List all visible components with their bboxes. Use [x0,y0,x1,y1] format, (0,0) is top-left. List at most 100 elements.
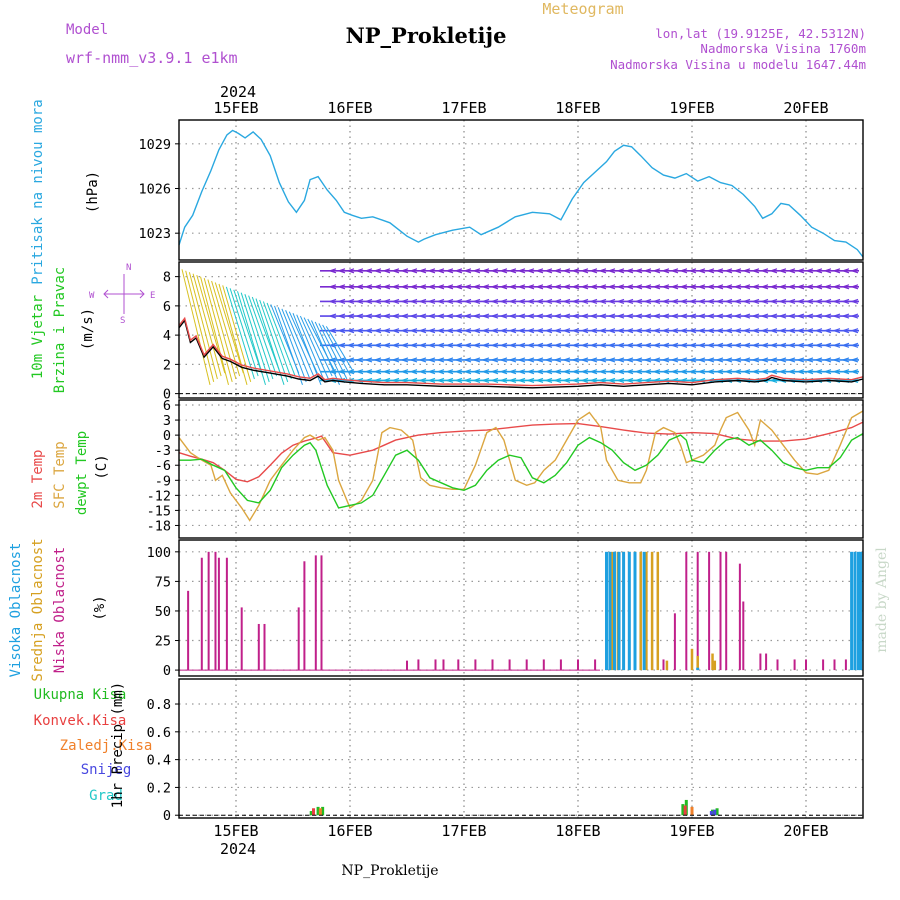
low-cloud-bar [742,601,745,671]
mid-cloud-bar [656,551,660,671]
date-label-top: 20FEB [783,99,828,117]
y-tick-label: 4 [163,328,171,344]
wind-fan-line [200,276,229,385]
low-cloud-bar [559,659,562,671]
low-cloud-bar [738,563,741,671]
low-cloud-bar [685,551,688,671]
date-label-bottom: 16FEB [327,822,372,840]
wind-unit-label: (m/s) [80,308,96,350]
precip-total-bar [715,808,719,816]
date-label-top: 18FEB [555,99,600,117]
location-altitude: Nadmorska Visina 1760m [700,41,866,56]
low-cloud-bar [577,659,579,671]
precip-unit-label: 1hr Precip (mm) [110,682,126,808]
low-cloud-bar [805,659,807,671]
wind-fan-line [225,286,255,380]
y-tick-label: 0 [163,808,171,824]
precip-total-bar [316,806,320,816]
wind-fan-line [233,289,263,374]
low-cloud-bar [833,659,836,671]
cloud-side-label-3: Niska Oblacnost [52,547,68,673]
low-cloud-bar [200,557,203,671]
high-cloud-bar [612,551,616,671]
precip-legend: Ukupna Kisa Konvek.Kisa Zaledj.Kisa Snijeg G… [34,687,153,804]
y-tick-label: 0 [163,387,171,403]
date-label-bottom: 17FEB [441,822,486,840]
precip-frozen-bar [690,806,694,816]
precip-snow-bar [713,809,717,816]
wind-fan-line [240,292,270,383]
high-cloud-bar [633,551,637,671]
wind-fan-line [211,280,241,377]
high-cloud-bar [627,551,631,671]
low-cloud-bar [320,555,323,671]
wind-fan-line [262,301,292,380]
date-label-bottom: 20FEB [783,822,828,840]
dewpoint-line [179,432,864,509]
low-cloud-bar [442,659,445,671]
wind-fan-line [185,270,215,383]
y-tick-label: -12 [147,488,171,504]
y-tick-label: 0 [163,428,171,444]
y-tick-label: 75 [155,574,171,590]
compass-east: E [150,291,155,301]
panel-frame [178,261,864,399]
wind-fan-line [292,313,322,386]
high-cloud-bar [608,551,612,671]
cloud-panel [179,551,863,671]
precip-frozen-bar [318,808,322,816]
mid-cloud-bar [665,660,669,671]
cloud-side-label-2: Srednja Oblacnost [30,538,46,681]
low-cloud-bar [793,659,796,671]
y-tick-label: 50 [155,604,171,620]
y-tick-label: 8 [163,270,171,286]
credit-label: made by Angel [874,547,890,653]
date-label-top: 15FEB [213,99,258,117]
low-cloud-bar [214,551,217,671]
temp-unit-label: (C) [94,454,110,479]
legend-snow: Snijeg [81,762,132,778]
precip-total-bar [681,804,685,816]
wind-fan-line [259,299,289,383]
date-label-bottom: 19FEB [669,822,714,840]
cloud-unit-label: (%) [92,595,108,620]
precip-conv-bar [683,805,687,816]
grid-lines [179,120,863,818]
wind-fan-line [318,323,348,380]
y-tick-label: 100 [147,545,171,561]
y-tick-label: 2 [163,357,171,373]
y-tick-label: 1029 [138,137,171,153]
wind-fan-line [277,307,307,383]
legend-total-rain: Ukupna Kisa [34,687,127,703]
wind-arrow-row [329,268,859,274]
low-cloud-bar [225,557,228,671]
mid-cloud-bar [650,551,654,671]
low-cloud-bar [765,653,768,671]
mid-cloud-bar [690,648,694,671]
low-cloud-bar [207,551,210,671]
low-cloud-bar [673,613,676,671]
low-cloud-bar [844,659,847,671]
low-cloud-bar [708,551,711,671]
wind-arrow-row [329,298,859,305]
low-cloud-bar [725,551,728,671]
low-cloud-bar [314,555,317,671]
low-cloud-bar [417,659,420,671]
date-label-bottom: 18FEB [555,822,600,840]
year-label-bottom: 2024 [220,840,256,858]
y-tick-label: 25 [155,634,171,650]
panel-frames [178,119,864,819]
low-cloud-bar [662,659,665,671]
model-altitude: Nadmorska Visina u modelu 1647.44m [610,57,866,72]
wind-fan-line [314,321,344,383]
high-cloud-bar [859,551,863,671]
wind-fan-line [229,288,259,377]
high-cloud-bar [696,667,700,671]
wind-fan-line [303,317,333,377]
temp-sfc-line [178,410,864,522]
wind-arrow-row [329,328,859,334]
wind-panel [178,268,864,389]
wind-fan-line [203,277,233,383]
high-cloud-bar [605,551,608,671]
high-cloud-bar [850,551,854,671]
